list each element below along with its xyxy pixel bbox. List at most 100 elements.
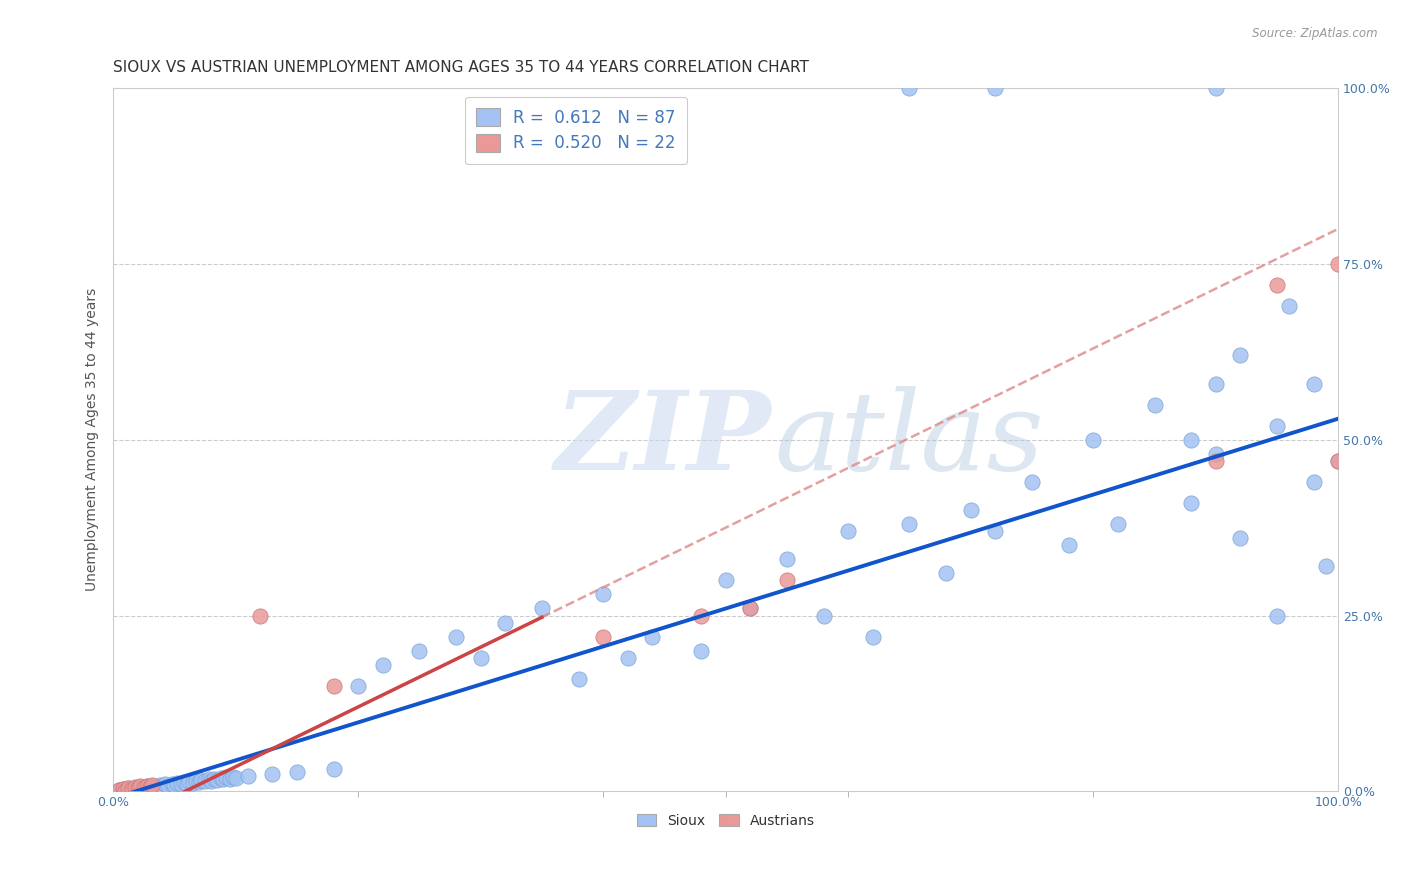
Point [740, 601, 762, 615]
Point [592, 630, 614, 644]
Point [173, 775, 195, 789]
Point [207, 772, 229, 787]
Point [160, 776, 183, 790]
Point [371, 657, 394, 672]
Point [1205, 81, 1227, 95]
Text: ZIP: ZIP [554, 386, 770, 493]
Point [935, 566, 957, 581]
Point [249, 608, 271, 623]
Point [117, 781, 139, 796]
Point [285, 764, 308, 779]
Point [1205, 454, 1227, 468]
Point [1180, 496, 1202, 510]
Point [166, 776, 188, 790]
Point [959, 503, 981, 517]
Point [200, 773, 222, 788]
Y-axis label: Unemployment Among Ages 35 to 44 years: Unemployment Among Ages 35 to 44 years [86, 288, 100, 591]
Point [169, 777, 191, 791]
Point [530, 601, 553, 615]
Point [212, 772, 235, 787]
Point [150, 780, 173, 794]
Point [114, 783, 136, 797]
Point [1180, 433, 1202, 447]
Point [153, 777, 176, 791]
Point [1143, 398, 1166, 412]
Point [141, 778, 163, 792]
Point [898, 517, 921, 532]
Point [776, 552, 799, 566]
Point [124, 780, 146, 795]
Point [1265, 278, 1288, 293]
Point [1021, 475, 1043, 489]
Point [163, 778, 186, 792]
Point [347, 679, 370, 693]
Point [1327, 454, 1350, 468]
Point [111, 782, 134, 797]
Point [1083, 433, 1105, 447]
Point [568, 672, 591, 686]
Point [187, 775, 209, 789]
Point [129, 780, 152, 794]
Text: SIOUX VS AUSTRIAN UNEMPLOYMENT AMONG AGES 35 TO 44 YEARS CORRELATION CHART: SIOUX VS AUSTRIAN UNEMPLOYMENT AMONG AGE… [114, 60, 808, 75]
Point [139, 780, 162, 795]
Point [127, 782, 149, 797]
Point [149, 778, 172, 792]
Point [209, 771, 232, 785]
Point [1107, 517, 1129, 532]
Point [1327, 454, 1350, 468]
Point [215, 770, 238, 784]
Point [197, 772, 219, 787]
Point [494, 615, 516, 630]
Point [862, 630, 884, 644]
Point [898, 81, 921, 95]
Point [1205, 447, 1227, 461]
Point [129, 780, 152, 794]
Point [136, 779, 159, 793]
Point [186, 773, 208, 788]
Point [984, 81, 1007, 95]
Point [690, 608, 713, 623]
Point [1229, 348, 1251, 362]
Point [322, 679, 344, 693]
Point [813, 608, 835, 623]
Point [225, 771, 247, 785]
Point [218, 772, 240, 786]
Point [202, 772, 225, 786]
Point [616, 650, 638, 665]
Point [127, 781, 149, 796]
Point [1302, 376, 1324, 391]
Point [108, 782, 131, 797]
Point [236, 769, 259, 783]
Point [145, 780, 167, 794]
Point [1327, 257, 1350, 271]
Point [124, 780, 146, 794]
Point [111, 782, 134, 797]
Point [194, 774, 217, 789]
Point [157, 779, 180, 793]
Point [1265, 418, 1288, 433]
Point [1265, 608, 1288, 623]
Point [190, 772, 212, 787]
Text: Source: ZipAtlas.com: Source: ZipAtlas.com [1253, 27, 1378, 40]
Point [222, 770, 245, 784]
Point [114, 783, 136, 797]
Point [121, 782, 143, 797]
Point [592, 587, 614, 601]
Point [740, 601, 762, 615]
Point [108, 782, 131, 797]
Point [139, 780, 162, 794]
Text: atlas: atlas [775, 386, 1045, 493]
Point [714, 574, 737, 588]
Point [776, 574, 799, 588]
Point [984, 524, 1007, 538]
Point [837, 524, 859, 538]
Point [470, 650, 492, 665]
Point [141, 779, 163, 793]
Point [1057, 538, 1080, 552]
Point [1229, 531, 1251, 545]
Point [117, 780, 139, 795]
Point [444, 630, 467, 644]
Point [408, 643, 430, 657]
Point [1278, 299, 1301, 313]
Point [1302, 475, 1324, 489]
